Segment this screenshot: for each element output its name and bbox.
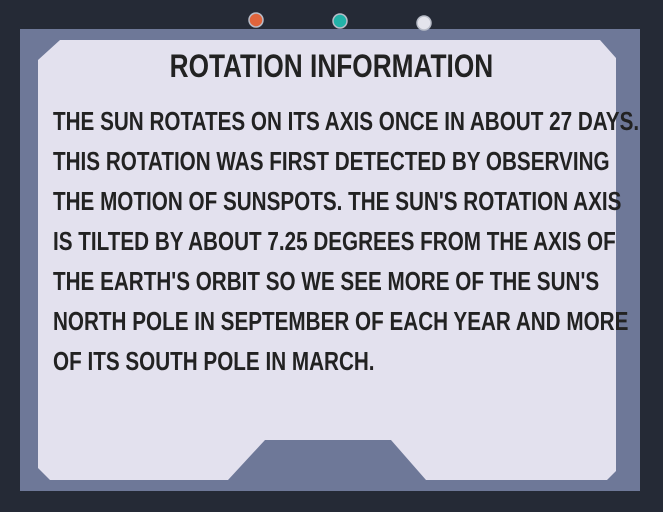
screen-panel xyxy=(38,40,616,480)
body-line: NORTH POLE IN SEPTEMBER OF EACH YEAR AND… xyxy=(53,306,629,336)
indicator-light-white xyxy=(416,15,432,31)
body-line: THE MOTION OF SUNSPOTS. THE SUN'S ROTATI… xyxy=(53,186,622,216)
panel-body-text: THE SUN ROTATES ON ITS AXIS ONCE IN ABOU… xyxy=(53,101,640,381)
body-line: THIS ROTATION WAS FIRST DETECTED BY OBSE… xyxy=(53,146,610,176)
body-line: THE SUN ROTATES ON ITS AXIS ONCE IN ABOU… xyxy=(53,106,640,136)
indicator-light-teal xyxy=(332,13,348,29)
panel-title: ROTATION INFORMATION xyxy=(169,48,494,84)
indicator-light-orange xyxy=(248,12,264,28)
body-line: IS TILTED BY ABOUT 7.25 DEGREES FROM THE… xyxy=(53,226,616,256)
body-line: OF ITS SOUTH POLE IN MARCH. xyxy=(53,346,375,376)
body-line: THE EARTH'S ORBIT SO WE SEE MORE OF THE … xyxy=(53,266,600,296)
